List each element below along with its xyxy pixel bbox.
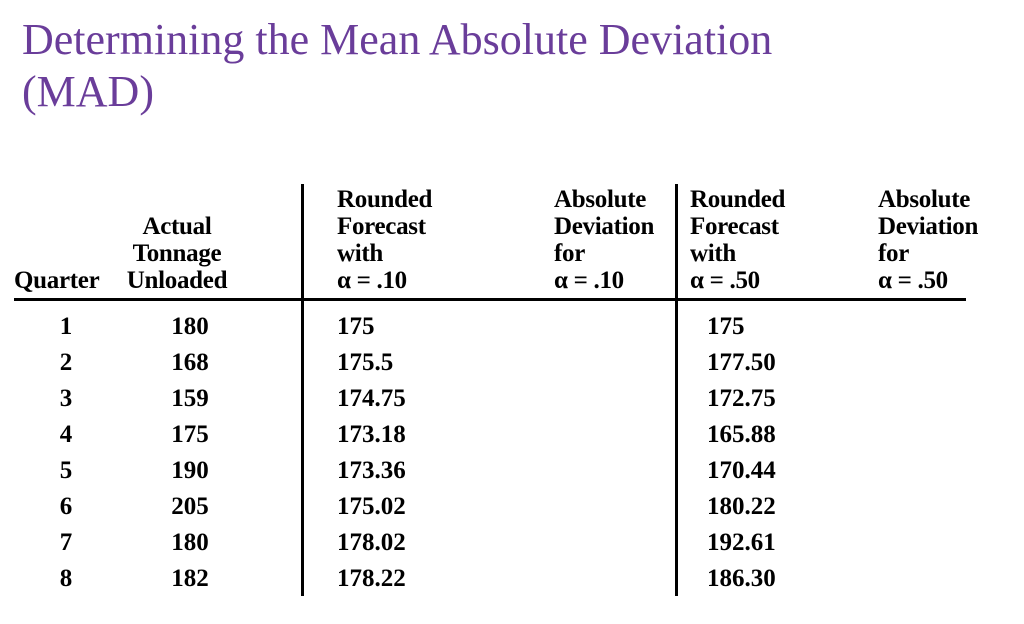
table-cell: 172.75 [707,385,776,412]
header-line: α = .50 [878,267,948,294]
table-cell: 5 [59,457,73,484]
table-cell: 159 [171,385,209,412]
header-line: Quarter [14,267,100,294]
header-line: Rounded [690,186,786,213]
table-cell: 175 [707,313,745,340]
header-line: Deviation [554,213,655,240]
table-cell: 175 [171,421,209,448]
header-line: α = .10 [337,267,407,294]
table-cell: 180 [171,529,209,556]
table-cell: 175.5 [337,349,394,376]
table-cell: 190 [171,457,209,484]
column-header: Absolute Deviation for α = .10 [554,186,674,294]
table-cell: 180 [171,313,209,340]
table-cell: 192.61 [707,529,776,556]
table-cell: 173.18 [337,421,406,448]
table-cell: 165.88 [707,421,776,448]
header-line: for [554,240,586,267]
table-cell: 4 [59,421,73,448]
header-line: Tonnage [132,240,222,267]
table-cell: 2 [59,349,73,376]
table-cell: 180.22 [707,493,776,520]
header-line: Forecast [690,213,779,240]
table-cell: 186.30 [707,565,776,592]
table-cell: 175 [337,313,375,340]
table-cell: 174.75 [337,385,406,412]
column-header: Absolute Deviation for α = .50 [878,186,1008,294]
table-cell: 178.02 [337,529,406,556]
header-line: α = .10 [554,267,624,294]
column-divider [301,184,304,596]
header-line: Forecast [337,213,426,240]
column-header: Rounded Forecast with α = .50 [690,186,850,294]
column-divider [675,184,678,596]
header-line: with [690,240,737,267]
header-line: Absolute [554,186,647,213]
table-cell: 3 [59,385,73,412]
table-cell: 175.02 [337,493,406,520]
header-line: α = .50 [690,267,760,294]
column-header: Rounded Forecast with α = .10 [337,186,497,294]
table-cell: 205 [171,493,209,520]
table-cell: 177.50 [707,349,776,376]
table-cell: 8 [59,565,73,592]
header-line: Deviation [878,213,979,240]
table-cell: 178.22 [337,565,406,592]
column-header: Actual Tonnage Unloaded [112,213,242,294]
column-header: Quarter [14,267,114,294]
table-cell: 6 [59,493,73,520]
header-line: Absolute [878,186,971,213]
slide-title: Determining the Mean Absolute Deviation … [22,15,773,116]
header-line: Actual [142,213,212,240]
table-cell: 173.36 [337,457,406,484]
table-cell: 7 [59,529,73,556]
table-cell: 182 [171,565,209,592]
header-rule [14,298,966,301]
table-cell: 170.44 [707,457,776,484]
table-cell: 168 [171,349,209,376]
header-line: for [878,240,910,267]
header-line: Unloaded [126,267,228,294]
table-cell: 1 [59,313,73,340]
header-line: with [337,240,384,267]
header-line: Rounded [337,186,433,213]
